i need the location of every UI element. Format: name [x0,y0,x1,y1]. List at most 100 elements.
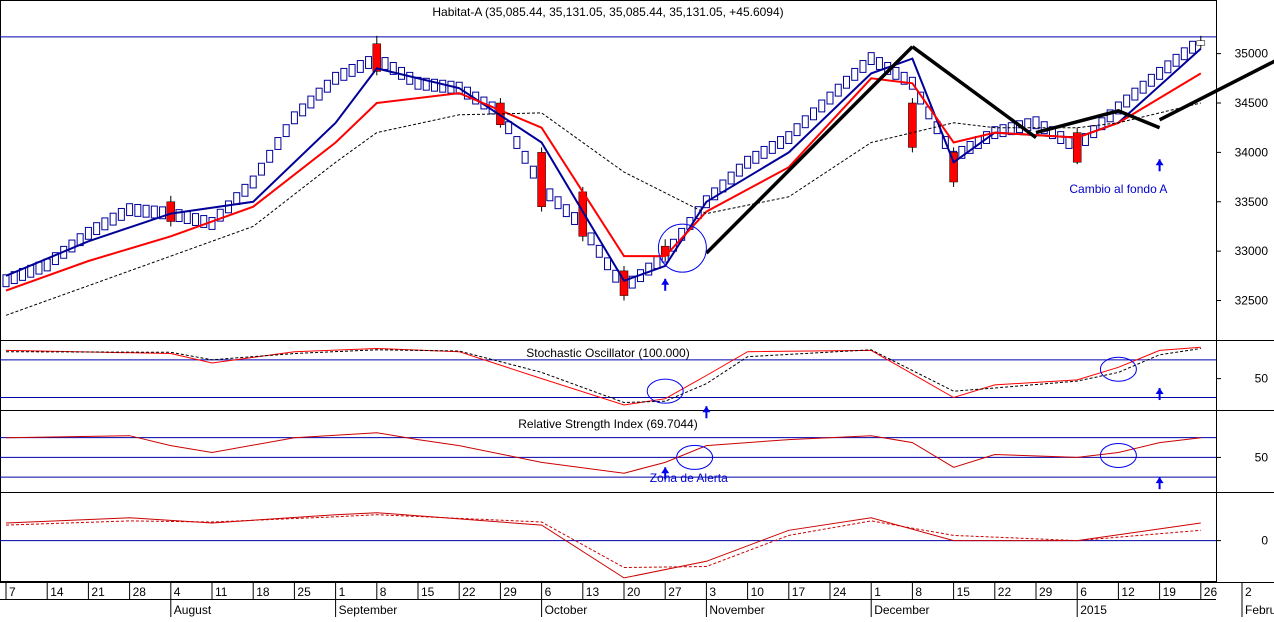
price-bar [867,52,875,65]
price-ma-2 [5,102,1201,316]
price-bar [299,103,307,117]
price-candle-0 [166,201,176,222]
x-day-label-20: 24 [833,585,847,599]
price-bar [249,175,257,189]
price-bar [1032,116,1040,130]
price-bar [711,187,719,201]
trend-annotation-line-0 [705,45,914,255]
price-bar [892,66,900,80]
price-bar [93,222,101,236]
price-bar [389,62,397,75]
panel-0-ytick-label-2: 33500 [1235,195,1269,209]
price-bar [348,63,356,77]
x-day-label-18: 10 [751,585,765,599]
panel-2-highlight-circle-0 [676,444,714,470]
price-arrow-0-head [661,278,670,285]
price-bar [422,77,430,91]
x-day-label-0: 7 [9,585,16,599]
price-bar [430,78,438,92]
x-day-label-16: 27 [668,585,682,599]
panel-1-title: Stochastic Oscillator (100.000) [526,346,689,360]
price-bar [785,131,793,144]
price-bar [365,56,373,69]
price-bar [826,91,834,105]
x-day-label-2: 21 [91,585,105,599]
price-bar [117,207,125,221]
price-bar [192,213,200,226]
panel-3-ytick-label-0: 0 [1261,534,1268,548]
price-candle-8 [949,152,958,183]
trend-annotation-line-2 [1035,109,1161,135]
price-bar [323,79,331,93]
panel-3-series-0 [5,512,1201,579]
price-bar [851,67,859,81]
price-bar [735,163,743,177]
panel-1-highlight-circle-0 [646,378,684,404]
price-bar [1164,60,1172,74]
panel-0-ytick-label-5: 35000 [1235,47,1269,61]
price-bar [760,145,768,159]
panel-2-annotation-text-0: Zona de Alerta [650,471,728,485]
panel-2-ytick-label-0: 50 [1255,450,1269,464]
panel-0-ytick-label-4: 34500 [1235,96,1269,110]
panel-2-highlight-circle-1 [1099,442,1137,468]
price-bar [768,141,776,154]
panel-1-ytick-label-0: 50 [1255,372,1269,386]
price-bar [175,209,183,222]
panel-3-series-1 [5,514,1201,569]
price-candle-5 [619,270,629,296]
panel-1-arrow-0-head [702,406,711,413]
x-day-label-7: 25 [297,585,311,599]
x-day-label-10: 15 [421,585,435,599]
price-bar [43,258,51,272]
panel-2-arrow-0 [661,467,670,480]
x-day-label-28: 19 [1163,585,1177,599]
x-month-label-2: October [545,603,588,617]
panel-1-highlight-circle-1 [1099,356,1137,382]
panel-1-arrow-1-head [1155,388,1164,395]
price-bar [159,206,167,220]
price-bar [406,71,414,85]
x-day-label-23: 15 [957,585,971,599]
price-bar [1180,47,1188,61]
x-month-label-4: December [874,603,929,617]
price-bar [628,275,636,289]
x-day-label-21: 1 [874,585,881,599]
price-arrow-0 [661,278,670,291]
x-day-label-22: 8 [915,585,922,599]
x-day-label-4: 4 [174,585,181,599]
price-bar [612,269,620,283]
trend-annotation-line-3 [1158,59,1274,122]
price-bar [381,57,389,70]
x-day-label-12: 29 [503,585,517,599]
x-day-label-11: 22 [462,585,476,599]
price-bar [875,57,883,70]
price-bar [834,83,842,97]
price-bar [1131,87,1139,101]
x-day-label-9: 8 [380,585,387,599]
price-bar [101,217,109,231]
x-day-label-19: 17 [792,585,806,599]
x-day-label-5: 11 [215,585,228,599]
x-day-label-13: 6 [545,585,552,599]
price-annotation-text-0: Cambio al fondo A [1069,182,1167,196]
x-day-label-30: 2 [1245,585,1252,599]
price-bar [562,204,570,218]
x-day-label-3: 28 [133,585,147,599]
panel-2-arrow-1-head [1155,477,1164,484]
price-bar [224,200,232,214]
price-bar [546,188,554,202]
price-bar [554,196,562,210]
price-bar [513,136,521,149]
price-bar [810,107,818,121]
price-bar [208,217,216,230]
price-bar [51,252,59,266]
price-bar [439,79,447,93]
price-bar [142,204,150,218]
price-ma-1 [5,72,1202,292]
price-bar [332,71,340,85]
price-bar [1065,136,1073,149]
x-day-label-6: 18 [256,585,270,599]
price-bar [604,257,612,271]
